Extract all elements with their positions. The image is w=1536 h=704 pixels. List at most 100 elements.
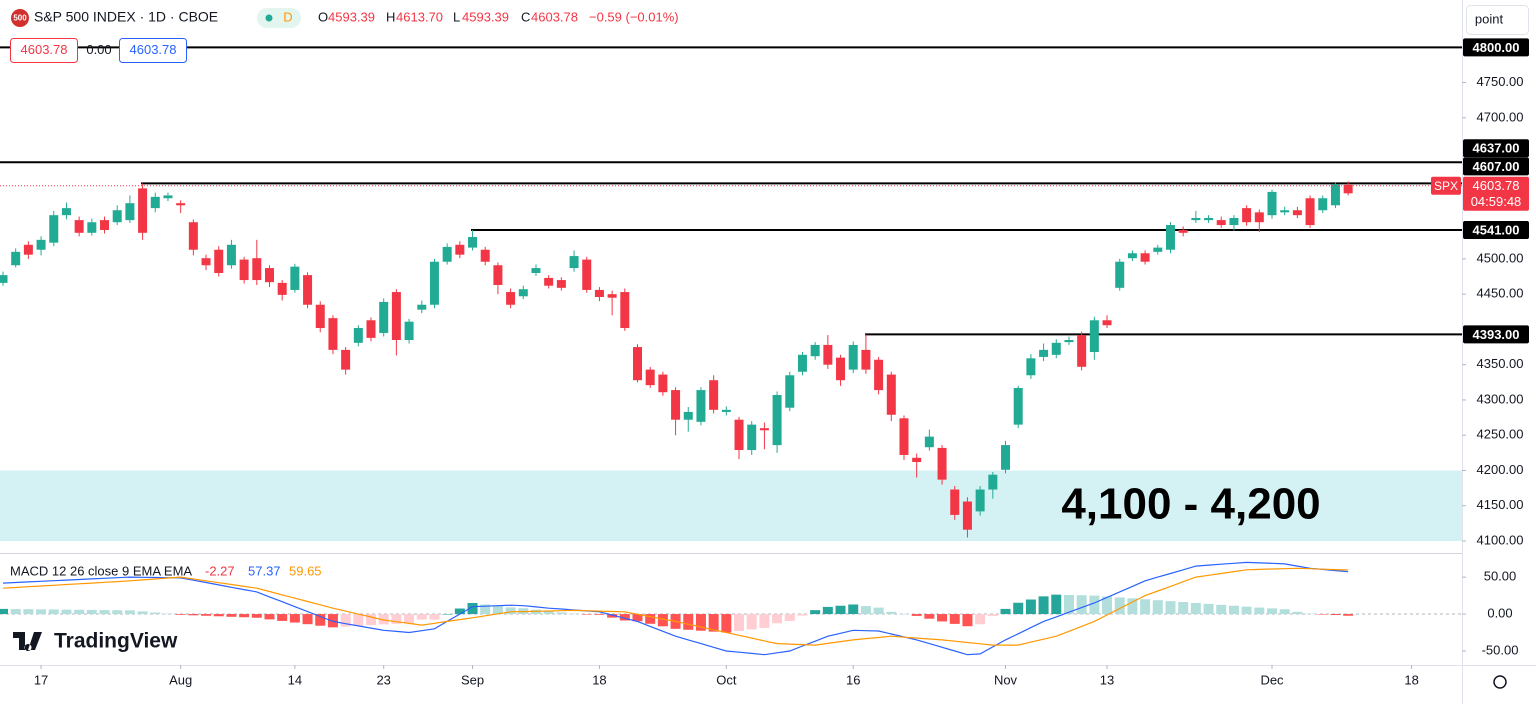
- histogram-bar: [289, 614, 300, 623]
- symbol-badge-text: 500: [13, 14, 27, 23]
- candle-body: [582, 259, 592, 290]
- histogram-bar: [632, 614, 643, 622]
- macd-legend-value: -2.27: [205, 563, 235, 578]
- level-tag: [1463, 220, 1529, 239]
- support-zone: [0, 470, 1462, 542]
- candle-body: [721, 409, 731, 412]
- candle-body: [1077, 335, 1087, 367]
- candle-body: [924, 436, 934, 448]
- histogram-bar: [429, 614, 440, 620]
- level-tag: [1463, 157, 1529, 176]
- histogram-bar: [607, 614, 618, 618]
- candle-body: [1140, 253, 1150, 262]
- y-tick-label: -50.00: [1482, 642, 1519, 657]
- histogram-bar: [1165, 601, 1176, 615]
- scale-button[interactable]: [1466, 5, 1529, 35]
- x-tick-label: Oct: [716, 672, 737, 687]
- histogram-bar: [797, 614, 808, 616]
- candle-body: [49, 215, 59, 243]
- histogram-bar: [1216, 604, 1227, 615]
- candle-body: [455, 244, 465, 255]
- histogram-bar: [987, 614, 998, 616]
- x-tick-label: 17: [34, 672, 48, 687]
- candle-body: [671, 390, 681, 420]
- candle-body: [176, 203, 186, 206]
- histogram-bar: [898, 613, 909, 615]
- histogram-bar: [1114, 597, 1125, 615]
- histogram-bar: [505, 607, 516, 615]
- histogram-bar: [581, 614, 592, 615]
- candle-body: [594, 289, 604, 297]
- scale-button-text[interactable]: point: [1475, 11, 1504, 26]
- candle-body: [100, 220, 110, 230]
- candle-body: [709, 380, 719, 410]
- candle-body: [861, 349, 871, 370]
- histogram-bar: [708, 614, 719, 632]
- candle-body: [112, 210, 122, 223]
- histogram-bar: [1000, 608, 1011, 615]
- price-box: [119, 38, 187, 63]
- x-tick-label: 14: [288, 672, 302, 687]
- histogram-bar: [442, 614, 453, 615]
- settings-button[interactable]: [1493, 675, 1507, 689]
- y-tick-label: 4500.00: [1477, 250, 1524, 265]
- macd-legend-value: 59.65: [289, 563, 322, 578]
- histogram-bar: [454, 608, 465, 615]
- candle-body: [417, 304, 427, 310]
- candle-body: [645, 369, 655, 386]
- candle-body: [683, 411, 693, 420]
- histogram-bar: [1305, 613, 1316, 615]
- price-box-text: 4603.78: [130, 42, 177, 57]
- candle-body: [975, 489, 985, 512]
- candle-body: [328, 318, 338, 350]
- histogram-bar: [36, 609, 47, 615]
- interval-pill[interactable]: [257, 8, 301, 28]
- status-dot: [265, 14, 273, 22]
- candle-body: [1305, 198, 1315, 226]
- candle-body: [759, 428, 769, 431]
- histogram-bar: [213, 614, 224, 617]
- candle-body: [188, 222, 198, 250]
- histogram-bar: [1063, 595, 1074, 615]
- candle-body: [1330, 184, 1340, 206]
- y-tick-label: 50.00: [1484, 569, 1517, 584]
- histogram-bar: [201, 614, 212, 616]
- candle-body: [658, 374, 668, 393]
- histogram-bar: [175, 614, 186, 615]
- histogram-bar: [188, 614, 199, 616]
- histogram-bar: [1317, 614, 1328, 615]
- histogram-bar: [848, 604, 859, 615]
- histogram-bar: [873, 607, 884, 615]
- histogram-bar: [594, 614, 605, 615]
- ohlc-label: O: [318, 9, 328, 24]
- histogram-bar: [569, 613, 580, 615]
- histogram-bar: [911, 614, 922, 616]
- histogram-bar: [1203, 603, 1214, 615]
- y-tick-label: 4250.00: [1477, 427, 1524, 442]
- candle-body: [912, 457, 922, 463]
- histogram-bar: [1051, 594, 1062, 615]
- price-tag-label: 4603.78: [1473, 178, 1520, 193]
- histogram-bar: [137, 611, 148, 615]
- y-tick-label: 4200.00: [1477, 462, 1524, 477]
- histogram-bar: [721, 614, 732, 633]
- candle-body: [1051, 342, 1061, 355]
- histogram-bar: [962, 614, 973, 627]
- histogram-bar: [1076, 595, 1087, 615]
- histogram-bar: [937, 614, 948, 622]
- candle-body: [1216, 220, 1226, 226]
- logo-text: TradingView: [54, 630, 178, 653]
- ohlc-label: L: [453, 9, 460, 24]
- y-tick-label: 0.00: [1487, 605, 1512, 620]
- symbol-tag: [1431, 176, 1461, 195]
- histogram-bar: [1279, 609, 1290, 615]
- candle-body: [1001, 445, 1011, 470]
- candle-body: [74, 220, 84, 233]
- ohlc-value: 4593.39: [462, 9, 509, 24]
- candle-body: [366, 320, 376, 338]
- macd-line: [2, 561, 1349, 656]
- histogram-bar: [1013, 602, 1024, 615]
- symbol-title[interactable]: S&P 500 INDEX · 1D · CBOE: [34, 9, 218, 25]
